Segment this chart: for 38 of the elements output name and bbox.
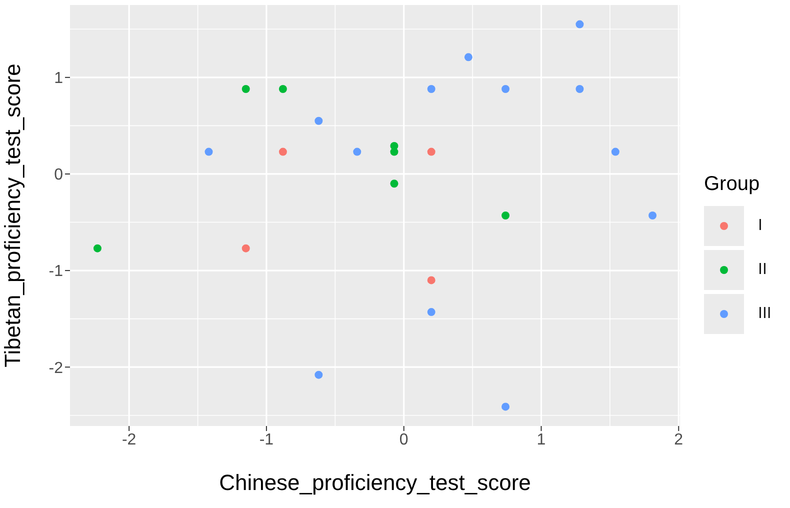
- point: [502, 212, 510, 220]
- y-tick-label: -2: [48, 360, 64, 377]
- point: [314, 116, 323, 125]
- y-tick-label: -1: [48, 263, 64, 280]
- point: [502, 85, 510, 94]
- point: [390, 148, 398, 156]
- point: [278, 85, 287, 94]
- point: [576, 20, 584, 28]
- point: [390, 180, 398, 188]
- point: [648, 212, 657, 220]
- x-axis-title: Chinese_proficiency_test_score: [219, 470, 531, 495]
- point: [427, 85, 436, 94]
- point: [427, 148, 436, 156]
- point: [242, 85, 250, 94]
- point: [314, 370, 323, 379]
- point: [427, 276, 436, 284]
- point: [93, 244, 102, 252]
- point: [278, 148, 287, 156]
- y-tick-label: 0: [54, 166, 64, 184]
- legend-label: I: [758, 216, 762, 234]
- y-axis-title: Tibetan_proficiency_test_score: [0, 64, 25, 368]
- point: [242, 244, 250, 252]
- x-tick-label: 2: [674, 431, 684, 448]
- x-tick-label: -1: [259, 431, 274, 448]
- x-tick-label: -2: [122, 431, 136, 448]
- x-tick-label: 1: [536, 431, 546, 448]
- legend-label: III: [758, 304, 772, 322]
- point: [427, 308, 436, 316]
- point: [611, 148, 620, 156]
- legend-title: Group: [704, 172, 761, 196]
- point: [502, 402, 510, 411]
- legend-label: II: [758, 260, 767, 278]
- point: [353, 148, 362, 156]
- point: [576, 85, 584, 94]
- point: [464, 53, 472, 62]
- point: [204, 148, 213, 156]
- y-tick-label: 1: [54, 70, 64, 88]
- x-tick-label: 0: [399, 431, 408, 448]
